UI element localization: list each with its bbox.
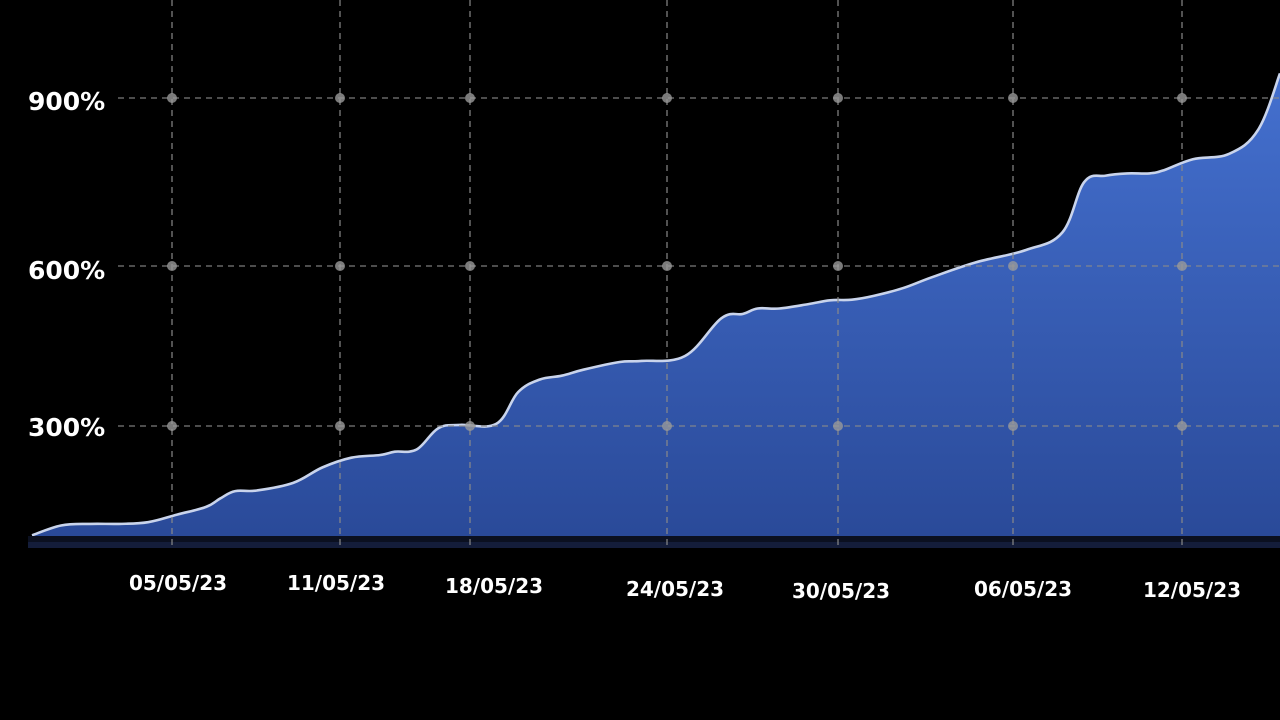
area-fill (32, 73, 1280, 537)
grid-intersection-dot (1177, 93, 1187, 103)
y-tick-label: 900% (28, 87, 105, 116)
grid-intersection-dot (1177, 261, 1187, 271)
grid-intersection-dot (335, 261, 345, 271)
grid-intersection-dot (167, 261, 177, 271)
grid-intersection-dot (833, 261, 843, 271)
grid-intersection-dot (465, 93, 475, 103)
grid-intersection-dot (167, 421, 177, 431)
y-tick-label: 300% (28, 413, 105, 442)
x-tick-label: 18/05/23 (445, 574, 543, 598)
x-tick-label: 05/05/23 (129, 571, 227, 595)
grid-intersection-dot (1008, 93, 1018, 103)
grid-intersection-dot (1008, 421, 1018, 431)
grid-intersection-dot (167, 93, 177, 103)
x-tick-label: 06/05/23 (974, 577, 1072, 601)
x-tick-label: 12/05/23 (1143, 578, 1241, 602)
baseline-bar (28, 536, 1280, 542)
y-tick-label: 600% (28, 256, 105, 285)
grid-intersection-dot (662, 421, 672, 431)
baseline-shadow (28, 542, 1280, 548)
grid-intersection-dot (833, 421, 843, 431)
grid-intersection-dot (1177, 421, 1187, 431)
x-tick-label: 24/05/23 (626, 577, 724, 601)
grid-intersection-dot (662, 93, 672, 103)
x-tick-label: 11/05/23 (287, 571, 385, 595)
grid-intersection-dot (465, 261, 475, 271)
grid-intersection-dot (335, 93, 345, 103)
grid-intersection-dot (662, 261, 672, 271)
x-tick-label: 30/05/23 (792, 579, 890, 603)
grid-intersection-dot (335, 421, 345, 431)
grid-intersection-dot (833, 93, 843, 103)
grid-intersection-dot (465, 421, 475, 431)
grid-intersection-dot (1008, 261, 1018, 271)
area-line (31, 72, 1280, 537)
